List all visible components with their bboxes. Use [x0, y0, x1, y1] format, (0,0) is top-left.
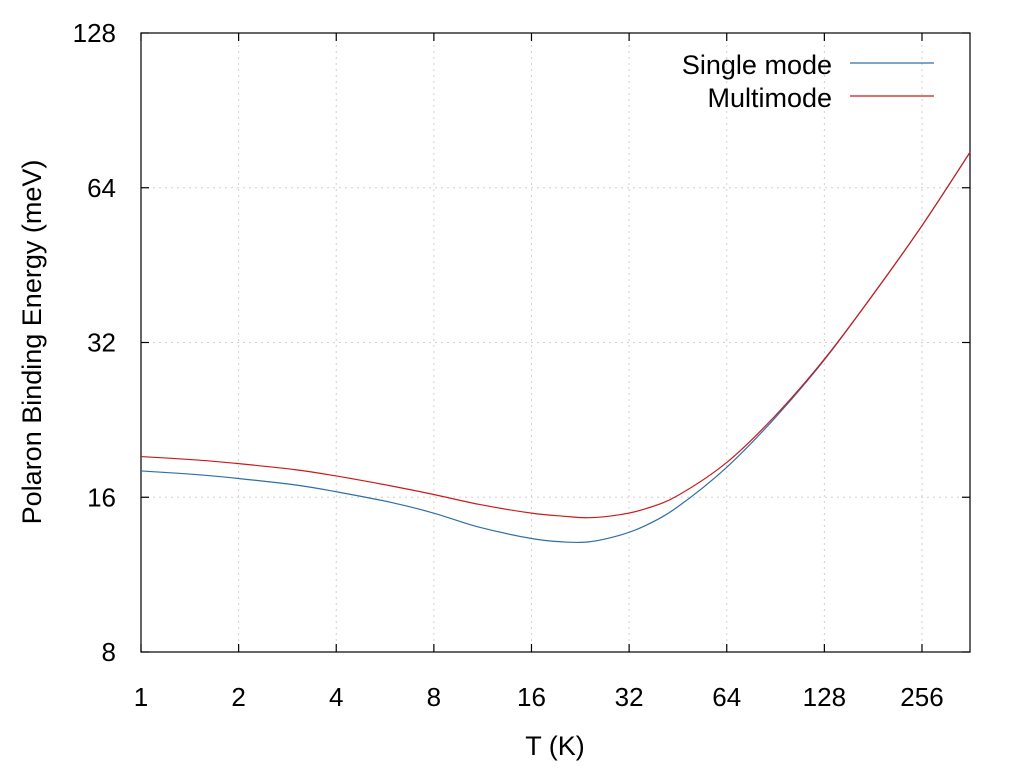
legend: Single mode Multimode: [682, 50, 934, 113]
x-tick-label: 2: [231, 682, 245, 712]
legend-label-1: Multimode: [707, 83, 832, 113]
x-tick-label: 256: [900, 682, 943, 712]
x-tick-label: 4: [329, 682, 343, 712]
x-tick-label: 1: [134, 682, 148, 712]
y-axis-label: Polaron Binding Energy (meV): [17, 160, 47, 525]
series-line-multimode: [140, 152, 971, 519]
axis-ticks: 1 2 4 8 16 32 64 128 256 8 16 32 64 128: [73, 18, 970, 712]
series-layer: [140, 152, 971, 544]
x-tick-label: 8: [427, 682, 441, 712]
series-line-single-mode: [140, 152, 971, 544]
y-tick-label: 8: [102, 637, 116, 667]
grid-lines: [141, 33, 970, 652]
y-tick-label: 64: [87, 173, 116, 203]
y-tick-label: 16: [87, 482, 116, 512]
x-axis-label: T (K): [525, 731, 585, 761]
y-tick-label: 32: [87, 328, 116, 358]
x-tick-label: 128: [803, 682, 846, 712]
x-tick-label: 16: [517, 682, 546, 712]
x-tick-label: 32: [615, 682, 644, 712]
y-tick-label: 128: [73, 18, 116, 48]
legend-label-0: Single mode: [682, 50, 832, 80]
x-tick-label: 64: [712, 682, 741, 712]
